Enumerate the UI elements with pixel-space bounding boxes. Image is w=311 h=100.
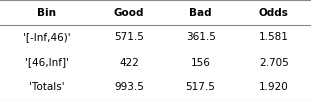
Text: 1.920: 1.920: [259, 82, 289, 93]
Text: 571.5: 571.5: [114, 32, 144, 42]
Text: Odds: Odds: [259, 8, 289, 18]
Text: 361.5: 361.5: [186, 32, 216, 42]
Text: Good: Good: [114, 8, 144, 18]
Text: 517.5: 517.5: [186, 82, 216, 93]
Text: 156: 156: [191, 57, 211, 68]
Text: Bad: Bad: [189, 8, 212, 18]
Text: 2.705: 2.705: [259, 57, 289, 68]
Text: '[-Inf,46)': '[-Inf,46)': [23, 32, 71, 42]
Text: Bin: Bin: [37, 8, 56, 18]
Text: 422: 422: [119, 57, 139, 68]
Text: 993.5: 993.5: [114, 82, 144, 93]
Text: '[46,Inf]': '[46,Inf]': [25, 57, 69, 68]
Text: 'Totals': 'Totals': [29, 82, 64, 93]
Text: 1.581: 1.581: [259, 32, 289, 42]
